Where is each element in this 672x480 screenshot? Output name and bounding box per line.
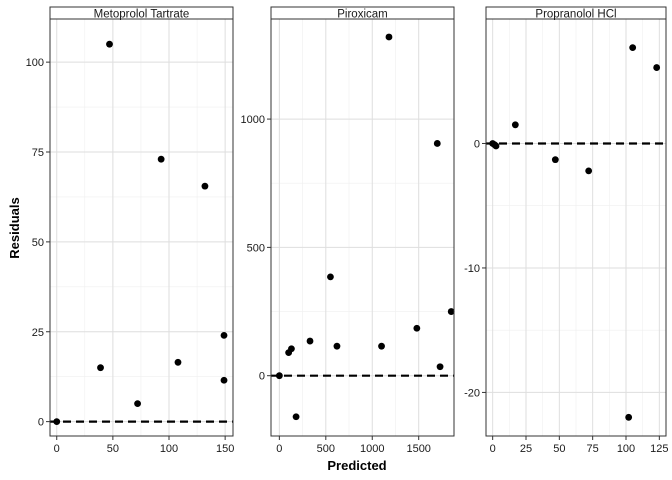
data-point (53, 418, 61, 426)
data-point (413, 324, 421, 332)
x-tick-label: 25 (520, 443, 532, 455)
data-point (433, 140, 441, 147)
x-tick-label: 1500 (406, 443, 430, 455)
data-point (174, 358, 182, 366)
panel-metoprolol-tartrate: Metoprolol Tartrate 0 50 100 150 0 25 50 75 100 (26, 6, 234, 455)
x-tick-label: 75 (587, 443, 599, 455)
data-point (306, 337, 314, 345)
x-tick-label: 50 (107, 443, 119, 455)
data-point (292, 413, 300, 421)
y-tick-label: -20 (464, 387, 480, 399)
x-tick-label: 0 (54, 443, 60, 455)
data-point (625, 413, 633, 421)
y-tick-label: 0 (474, 138, 480, 150)
data-point (97, 364, 104, 372)
data-point (157, 155, 165, 163)
panel-piroxicam: Piroxicam 0 500 1000 1500 0 500 1000 (241, 6, 455, 455)
facet-strip-label: Piroxicam (337, 9, 387, 21)
data-point (629, 44, 637, 52)
data-point (551, 156, 559, 164)
y-tick-label: 0 (259, 371, 265, 383)
data-point (447, 308, 455, 315)
x-tick-label: 0 (276, 443, 282, 455)
y-tick-label: 100 (26, 57, 44, 69)
facet-strip (49, 6, 234, 20)
data-point (436, 363, 444, 371)
data-point (585, 167, 593, 175)
y-tick-label: 500 (247, 242, 265, 254)
data-point (327, 273, 334, 281)
data-point (134, 400, 141, 408)
y-tick-label: 0 (38, 417, 44, 429)
data-point (106, 40, 113, 48)
x-tick-label: 100 (617, 443, 635, 455)
y-axis-title: Residuals (7, 197, 22, 258)
data-point (511, 121, 519, 129)
panel-background (50, 19, 233, 436)
data-point (275, 372, 283, 380)
y-tick-label: 50 (32, 237, 44, 249)
data-point (288, 345, 295, 353)
x-tick-label: 150 (216, 443, 234, 455)
x-tick-label: 100 (160, 443, 178, 455)
data-point (653, 64, 661, 71)
data-point (201, 182, 209, 190)
y-tick-label: 25 (32, 327, 44, 339)
x-tick-label: 1000 (360, 443, 384, 455)
x-tick-label: 50 (553, 443, 565, 455)
x-tick-label: 0 (490, 443, 496, 455)
data-point (220, 376, 228, 384)
data-point (378, 342, 385, 350)
data-point (492, 142, 500, 150)
facet-strip-label: Propranolol HCl (535, 9, 616, 21)
panel-propranolol-hcl: Propranolol HCl 0 25 50 75 100 125 -20 -10 0 (464, 6, 669, 455)
panel-background (271, 19, 454, 436)
y-tick-label: -10 (464, 263, 480, 275)
x-axis-title: Predicted (327, 458, 386, 473)
data-point (220, 331, 228, 339)
facet-strip-label: Metoprolol Tartrate (94, 9, 190, 21)
facet-strip (270, 6, 455, 20)
x-tick-label: 125 (650, 443, 668, 455)
data-point (385, 33, 393, 41)
data-point (333, 342, 341, 350)
y-tick-label: 1000 (241, 114, 265, 126)
x-tick-label: 500 (317, 443, 335, 455)
y-tick-label: 75 (32, 147, 44, 159)
facet-strip (485, 6, 667, 20)
